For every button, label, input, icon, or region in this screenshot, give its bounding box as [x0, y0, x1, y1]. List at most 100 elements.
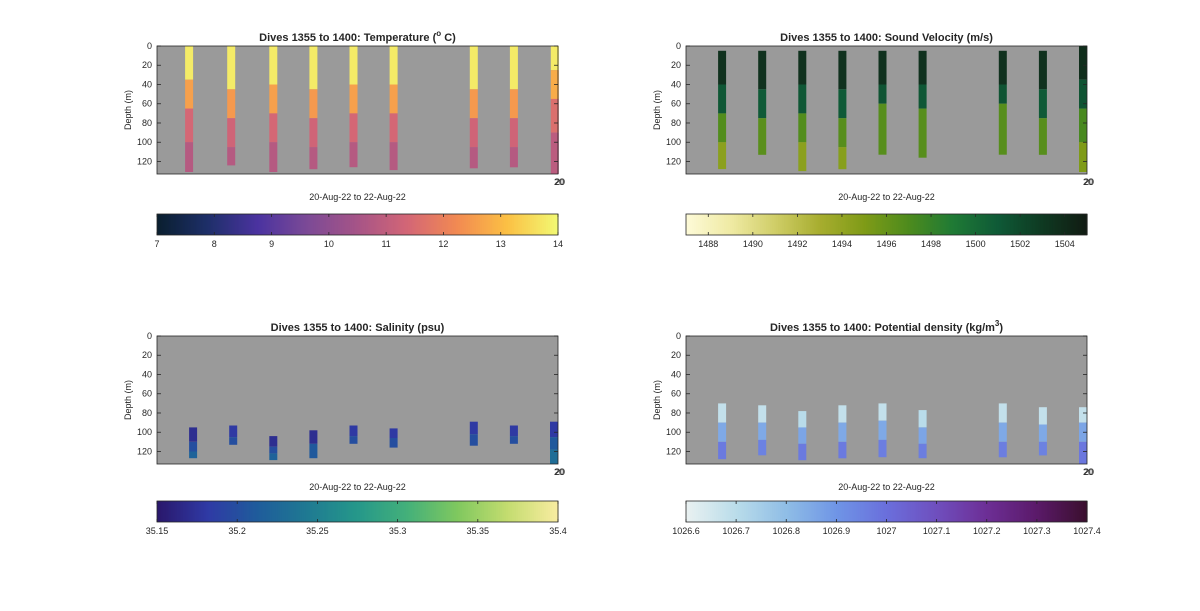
colorbar-cell	[251, 501, 254, 522]
colorbar-cell	[808, 501, 811, 522]
colorbar-cell	[231, 501, 234, 522]
colorbar-cell	[802, 501, 805, 522]
colorbar-cell	[551, 214, 555, 235]
colorbar-cell	[211, 214, 214, 235]
colorbar-cell	[253, 501, 256, 522]
colorbar-cell	[177, 501, 180, 522]
colorbar-cell	[479, 214, 483, 235]
colorbar-cell	[696, 214, 699, 235]
colorbar-cell	[463, 214, 467, 235]
colorbar-cell	[872, 501, 876, 522]
colorbar-cell	[764, 501, 767, 522]
colorbar-cell	[247, 214, 250, 235]
colorbar-cell	[762, 214, 765, 235]
colorbar-cell	[161, 501, 164, 522]
colorbar-cell	[491, 501, 495, 522]
colorbar-cell	[854, 214, 858, 235]
colorbar-cell	[818, 214, 821, 235]
colorbar-cell	[413, 501, 417, 522]
colorbar-cell	[543, 501, 547, 522]
profile-cell	[269, 84, 278, 114]
colorbar-cell	[924, 501, 928, 522]
colorbar-cell	[299, 214, 302, 235]
axes-frame	[156, 335, 559, 465]
colorbar-cell	[886, 214, 890, 235]
colorbar-cell	[257, 214, 260, 235]
colorbar-cell	[517, 214, 521, 235]
colorbar-cell	[517, 501, 521, 522]
colorbar-cell	[820, 214, 823, 235]
colorbar-cell	[449, 501, 453, 522]
colorbar-cell	[972, 501, 976, 522]
x-tick-label: 20	[1084, 177, 1094, 187]
colorbar-cell	[806, 501, 809, 522]
colorbar-cell	[181, 214, 184, 235]
colorbar-cell	[511, 214, 515, 235]
colorbar-cell	[1068, 501, 1072, 522]
colorbar-cell	[475, 501, 479, 522]
colorbar-cell	[888, 214, 892, 235]
y-axis-label: Depth (m)	[652, 380, 662, 420]
colorbar-cell	[523, 501, 527, 522]
dive-profile	[185, 46, 194, 172]
colorbar-cell	[431, 214, 435, 235]
colorbar-cell	[868, 501, 872, 522]
colorbar-cell	[798, 214, 801, 235]
colorbar-cell	[303, 501, 306, 522]
colorbar-cell	[968, 214, 972, 235]
colorbar: 35.15 35.2 35.25 35.3 35.35 35.4	[146, 500, 567, 536]
profile-cell	[269, 113, 278, 143]
colorbar-cell	[203, 501, 206, 522]
colorbar-cell	[992, 214, 996, 235]
colorbar-cell	[417, 214, 421, 235]
dive-profile	[1038, 50, 1047, 155]
colorbar-cell	[427, 501, 431, 522]
colorbar-cell	[241, 214, 244, 235]
colorbar-cell	[998, 214, 1002, 235]
colorbar-cell	[782, 214, 785, 235]
profile-cell	[550, 132, 559, 174]
colorbar-cell	[804, 214, 807, 235]
colorbar-cell	[974, 214, 978, 235]
colorbar-cell	[173, 501, 176, 522]
colorbar-cell	[822, 214, 825, 235]
colorbar-cell	[525, 214, 529, 235]
colorbar-cell	[848, 214, 851, 235]
colorbar-cell	[435, 214, 439, 235]
colorbar-cell	[750, 501, 753, 522]
colorbar-cell	[882, 501, 886, 522]
colorbar-cell	[708, 501, 711, 522]
colorbar-cell	[405, 501, 409, 522]
colorbar-cell	[716, 214, 719, 235]
colorbar-cell	[1054, 501, 1058, 522]
colorbar-cell	[876, 214, 880, 235]
profile-cell	[189, 441, 198, 452]
colorbar-cell	[870, 214, 874, 235]
colorbar-cell	[323, 501, 327, 522]
colorbar-cell	[712, 214, 715, 235]
colorbar-cell	[754, 501, 757, 522]
colorbar-cell	[315, 214, 318, 235]
colorbar-cell	[724, 214, 727, 235]
dive-profile	[918, 410, 927, 459]
profile-cell	[918, 50, 927, 85]
profile-cell	[798, 50, 807, 85]
colorbar-cell	[948, 214, 952, 235]
profile-cell	[550, 437, 558, 450]
colorbar-cell	[796, 501, 799, 522]
colorbar-cell	[856, 501, 860, 522]
colorbar-cell	[453, 501, 457, 522]
colorbar-cell	[371, 501, 375, 522]
colorbar-cell	[728, 501, 731, 522]
colorbar-cell	[920, 214, 924, 235]
colorbar-cell	[387, 501, 391, 522]
colorbar-cell	[1016, 214, 1020, 235]
colorbar-cell	[283, 501, 286, 522]
colorbar-cell	[397, 214, 401, 235]
colorbar-cell	[908, 501, 912, 522]
colorbar-cell	[295, 501, 298, 522]
colorbar-cell	[375, 501, 379, 522]
colorbar-cell	[545, 501, 549, 522]
colorbar-cell	[876, 501, 880, 522]
